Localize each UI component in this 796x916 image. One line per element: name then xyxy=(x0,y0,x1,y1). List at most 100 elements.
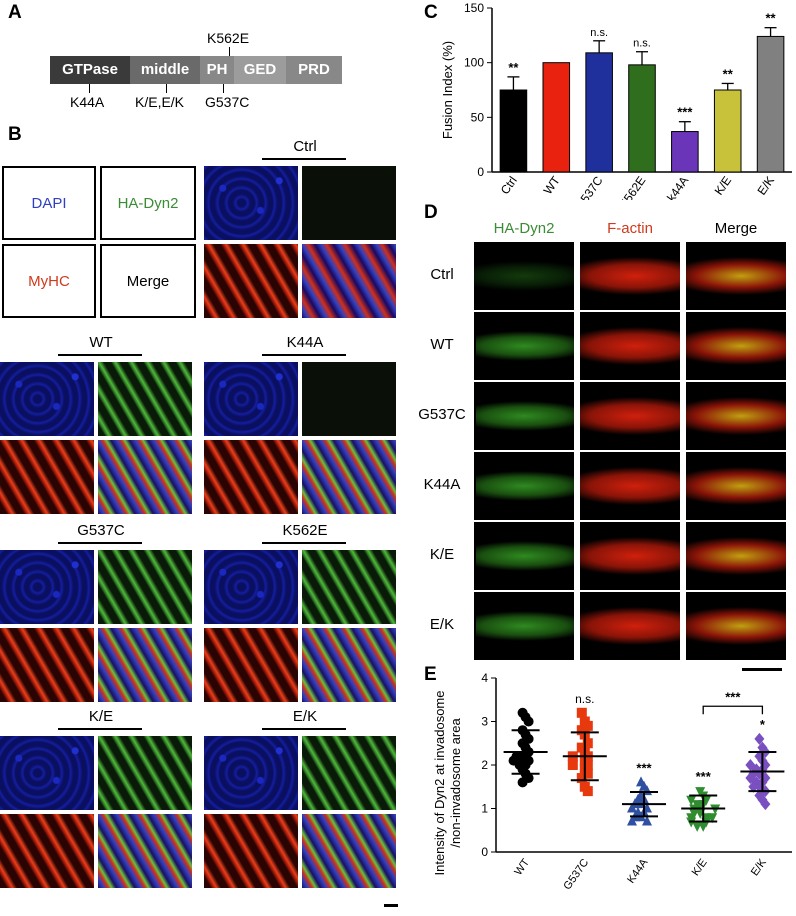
x-tick-label: E/K xyxy=(749,856,769,878)
group-label-ke: K/E xyxy=(88,708,114,725)
data-point xyxy=(627,815,637,826)
data-point xyxy=(517,777,528,788)
data-point xyxy=(754,750,765,763)
tile-g537c-myhc xyxy=(0,628,94,702)
data-point xyxy=(745,759,756,771)
y-tick-label: 0 xyxy=(477,165,484,179)
data-point xyxy=(754,732,765,745)
tile-g537c-merge xyxy=(98,628,192,702)
tile-ke-merge xyxy=(98,814,192,888)
tile-d-1-actin xyxy=(580,312,680,380)
bar-wt xyxy=(542,62,571,173)
tick-g537c xyxy=(223,84,224,93)
mutation-k562e: K562E xyxy=(207,30,250,46)
x-tick-label: K/E xyxy=(712,174,735,198)
legend-ha-dyn2: HA-Dyn2 xyxy=(100,166,196,240)
group-bar-ek xyxy=(262,728,346,730)
tile-d-1-merge xyxy=(686,312,786,380)
tile-g537c-dapi xyxy=(0,550,94,624)
data-point xyxy=(523,716,534,727)
significance-label: *** xyxy=(636,760,652,775)
panel-label-e: E xyxy=(424,664,437,685)
tile-k44a-myhc xyxy=(204,440,298,514)
significance-label: n.s. xyxy=(633,38,651,50)
group-bar-wt xyxy=(58,354,142,356)
tile-ctrl-merge xyxy=(302,244,396,318)
tile-d-5-actin xyxy=(580,592,680,660)
tile-d-3-actin xyxy=(580,452,680,520)
group-label-k562e: K562E xyxy=(282,522,328,539)
row-label-ctrl: Ctrl xyxy=(430,266,454,283)
bar-ke xyxy=(713,89,742,173)
tile-k562e-dapi xyxy=(204,550,298,624)
bar-g537c xyxy=(585,52,613,173)
tile-d-4-ha xyxy=(474,522,574,590)
y-tick-label: 0 xyxy=(481,845,488,859)
tile-k562e-merge xyxy=(302,628,396,702)
tile-wt-dapi xyxy=(0,362,94,436)
tile-k44a-ha xyxy=(302,362,396,436)
legend-dapi: DAPI xyxy=(2,166,96,240)
tile-d-4-actin xyxy=(580,522,680,590)
significance-label: n.s. xyxy=(590,27,608,39)
row-label-g537c: G537C xyxy=(418,406,466,423)
data-point xyxy=(576,773,587,784)
panel-label-c: C xyxy=(424,2,438,23)
tile-ke-ha xyxy=(98,736,192,810)
tile-ctrl-dapi xyxy=(204,166,298,240)
significance-label: * xyxy=(760,717,766,732)
tile-ke-myhc xyxy=(0,814,94,888)
y-tick-label: 3 xyxy=(481,715,488,729)
legend-myhc-label: MyHC xyxy=(28,272,70,290)
tile-d-3-merge xyxy=(686,452,786,520)
significance-label: ** xyxy=(766,11,777,26)
y-axis-label: Intensity of Dyn2 at invadosome xyxy=(432,691,447,876)
tile-d-1-ha xyxy=(474,312,574,380)
domain-ph: PH xyxy=(200,56,234,84)
tile-d-5-ha xyxy=(474,592,574,660)
x-tick-label: k44A xyxy=(664,174,691,200)
tile-ek-ha xyxy=(302,736,396,810)
data-point xyxy=(692,821,703,832)
row-label-ek: E/K xyxy=(429,616,455,633)
data-point xyxy=(686,795,697,806)
tick-k562e xyxy=(229,47,230,56)
legend-merge-label: Merge xyxy=(126,272,170,290)
tile-d-3-ha xyxy=(474,452,574,520)
significance-label: n.s. xyxy=(575,692,594,706)
y-tick-label: 1 xyxy=(481,802,488,816)
data-point xyxy=(582,738,593,749)
group-label-g537c: G537C xyxy=(77,522,125,539)
col-label-ha-dyn2: HA-Dyn2 xyxy=(493,220,555,237)
x-tick-label: K/E xyxy=(690,857,710,878)
legend-dapi-label: DAPI xyxy=(31,194,67,212)
x-tick-label: E/K xyxy=(754,174,777,198)
row-label-k44a: K44A xyxy=(423,476,461,493)
data-point xyxy=(707,813,718,824)
data-point xyxy=(745,772,756,785)
y-tick-label: 150 xyxy=(464,1,484,15)
legend-ha-label: HA-Dyn2 xyxy=(117,194,179,212)
tile-wt-myhc xyxy=(0,440,94,514)
data-point xyxy=(754,780,765,793)
data-point xyxy=(567,760,578,770)
data-point xyxy=(757,741,768,754)
y-tick-label: 50 xyxy=(471,110,485,124)
y-tick-label: 2 xyxy=(481,758,488,772)
x-tick-label: K44A xyxy=(625,856,651,885)
group-bar-ke xyxy=(58,728,142,730)
domain-prd: PRD xyxy=(286,56,342,84)
data-point xyxy=(582,786,593,797)
tile-d-2-ha xyxy=(474,382,574,450)
data-point xyxy=(754,789,765,802)
tile-ek-merge xyxy=(302,814,396,888)
tile-wt-ha xyxy=(98,362,192,436)
panel-label-a: A xyxy=(8,2,22,23)
group-label-k44a: K44A xyxy=(286,334,324,351)
tile-d-0-merge xyxy=(686,242,786,310)
tile-k44a-merge xyxy=(302,440,396,514)
data-point xyxy=(748,780,759,793)
y-axis-label: Fusion Index (%) xyxy=(440,41,455,139)
comparison-bracket xyxy=(702,705,764,715)
tile-ctrl-myhc xyxy=(204,244,298,318)
